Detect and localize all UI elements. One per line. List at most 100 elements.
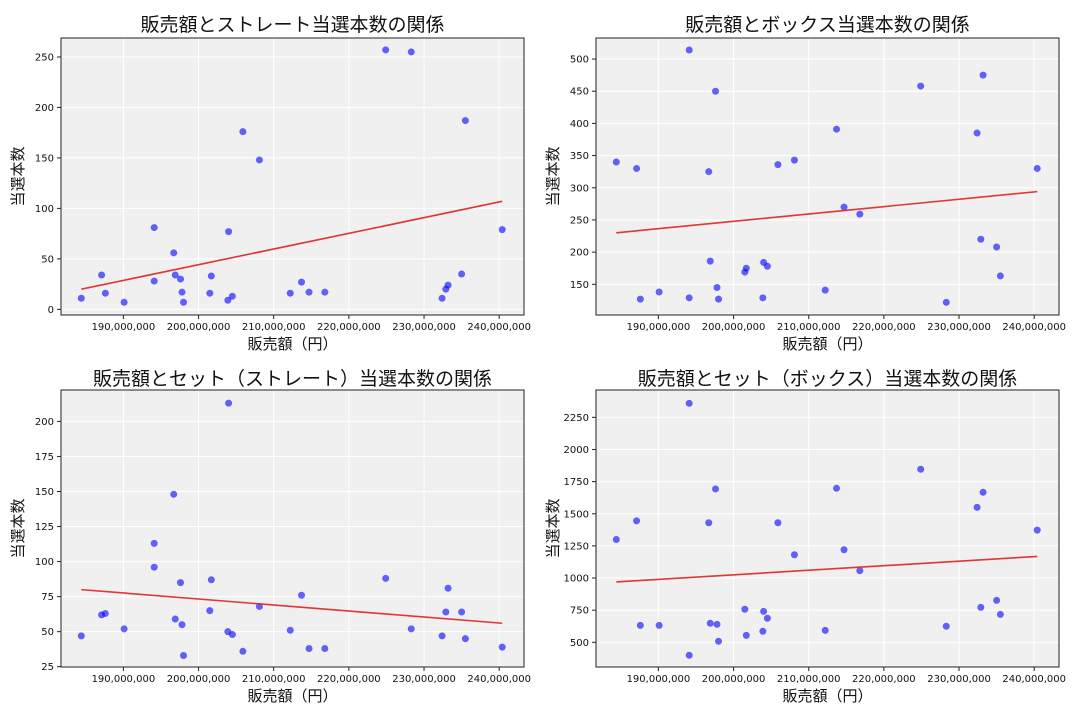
data-point	[774, 519, 782, 527]
data-point	[180, 652, 188, 660]
data-point	[321, 288, 329, 296]
data-point	[207, 576, 215, 584]
data-point	[979, 488, 987, 496]
chart-title: 販売額とセット（ボックス）当選本数の関係	[638, 368, 1017, 390]
data-point	[298, 278, 306, 286]
data-point	[178, 288, 186, 296]
data-point	[255, 156, 263, 164]
x-tick-label: 200,000,000	[167, 322, 231, 333]
data-point	[685, 294, 693, 302]
data-point	[973, 129, 981, 137]
data-point	[228, 630, 236, 638]
data-point	[917, 82, 925, 90]
x-tick-label: 230,000,000	[392, 674, 456, 685]
data-point	[444, 281, 452, 289]
x-tick-label: 210,000,000	[777, 674, 841, 685]
data-point	[120, 298, 128, 306]
subplot-2: 190,000,000 200,000,000 210,000,000 220,000…	[544, 14, 1066, 353]
data-point	[321, 644, 329, 652]
data-point	[1033, 164, 1041, 172]
data-point	[715, 637, 723, 645]
data-point	[685, 399, 693, 407]
y-tick-label: 300	[570, 183, 589, 194]
data-point	[612, 158, 620, 166]
data-point	[286, 289, 294, 297]
data-point	[180, 298, 188, 306]
data-point	[759, 627, 767, 635]
data-point	[206, 607, 214, 615]
data-point	[705, 168, 713, 176]
y-tick-label: 2250	[564, 413, 589, 424]
x-tick-label: 200,000,000	[167, 674, 231, 685]
data-point	[763, 262, 771, 270]
subplot-3: 190,000,000 200,000,000 210,000,000 220,000…	[9, 368, 531, 705]
y-tick-label: 750	[570, 606, 589, 617]
trend-line	[81, 200, 503, 290]
y-tick-label: 175	[35, 452, 54, 463]
y-tick-label: 1750	[564, 477, 589, 488]
data-point	[636, 295, 644, 303]
x-tick-label: 230,000,000	[927, 674, 991, 685]
data-point	[101, 289, 109, 297]
y-tick-label: 400	[570, 119, 589, 130]
data-point	[498, 643, 506, 651]
data-point	[224, 296, 232, 304]
data-point	[225, 228, 233, 236]
y-tick-label: 250	[35, 52, 54, 63]
x-axis-label: 販売額（円）	[247, 335, 337, 353]
data-point	[774, 161, 782, 169]
data-point	[382, 46, 390, 54]
data-point	[170, 249, 178, 257]
plot-frame	[60, 37, 525, 316]
data-point	[856, 210, 864, 218]
y-tick-label: 200	[35, 103, 54, 114]
y-tick-label: 200	[35, 417, 54, 428]
data-point	[636, 621, 644, 629]
y-tick-label: 1000	[564, 574, 589, 585]
data-point	[98, 271, 106, 279]
x-tick-label: 190,000,000	[627, 674, 691, 685]
x-axis-label: 販売額（円）	[247, 687, 337, 705]
data-point	[655, 621, 663, 629]
chart-title: 販売額とストレート当選本数の関係	[140, 14, 444, 36]
y-tick-label: 50	[41, 627, 54, 638]
data-point	[177, 275, 185, 283]
data-point	[977, 235, 985, 243]
x-tick-label: 190,000,000	[92, 674, 156, 685]
data-point	[170, 490, 178, 498]
data-point	[207, 272, 215, 280]
y-tick-label: 250	[570, 215, 589, 226]
data-point	[407, 625, 415, 633]
data-point	[821, 626, 829, 634]
x-tick-label: 220,000,000	[852, 674, 916, 685]
plot-frame	[595, 389, 1060, 668]
subplot-1: 190,000,000 200,000,000 210,000,000 220,000…	[9, 14, 531, 353]
y-axis-label: 当選本数	[544, 498, 562, 558]
data-point	[840, 203, 848, 211]
data-point	[996, 610, 1004, 618]
data-point	[977, 603, 985, 611]
data-point	[305, 288, 313, 296]
data-point	[833, 125, 841, 133]
data-point	[741, 605, 749, 613]
chart-title: 販売額とボックス当選本数の関係	[685, 14, 969, 36]
data-point	[840, 546, 848, 554]
data-point	[713, 620, 721, 628]
x-tick-label: 200,000,000	[702, 674, 766, 685]
y-axis-label: 当選本数	[9, 146, 27, 206]
data-point	[382, 574, 390, 582]
y-tick-label: 75	[41, 592, 54, 603]
y-tick-label: 500	[570, 638, 589, 649]
data-point	[996, 272, 1004, 280]
data-point	[715, 295, 723, 303]
y-tick-label: 100	[35, 204, 54, 215]
data-point	[458, 608, 466, 616]
x-tick-label: 190,000,000	[627, 322, 691, 333]
data-point	[993, 596, 1001, 604]
y-tick-label: 150	[35, 487, 54, 498]
data-point	[461, 635, 469, 643]
plot-area	[596, 38, 1059, 315]
x-tick-label: 220,000,000	[317, 322, 381, 333]
x-tick-label: 210,000,000	[242, 322, 306, 333]
